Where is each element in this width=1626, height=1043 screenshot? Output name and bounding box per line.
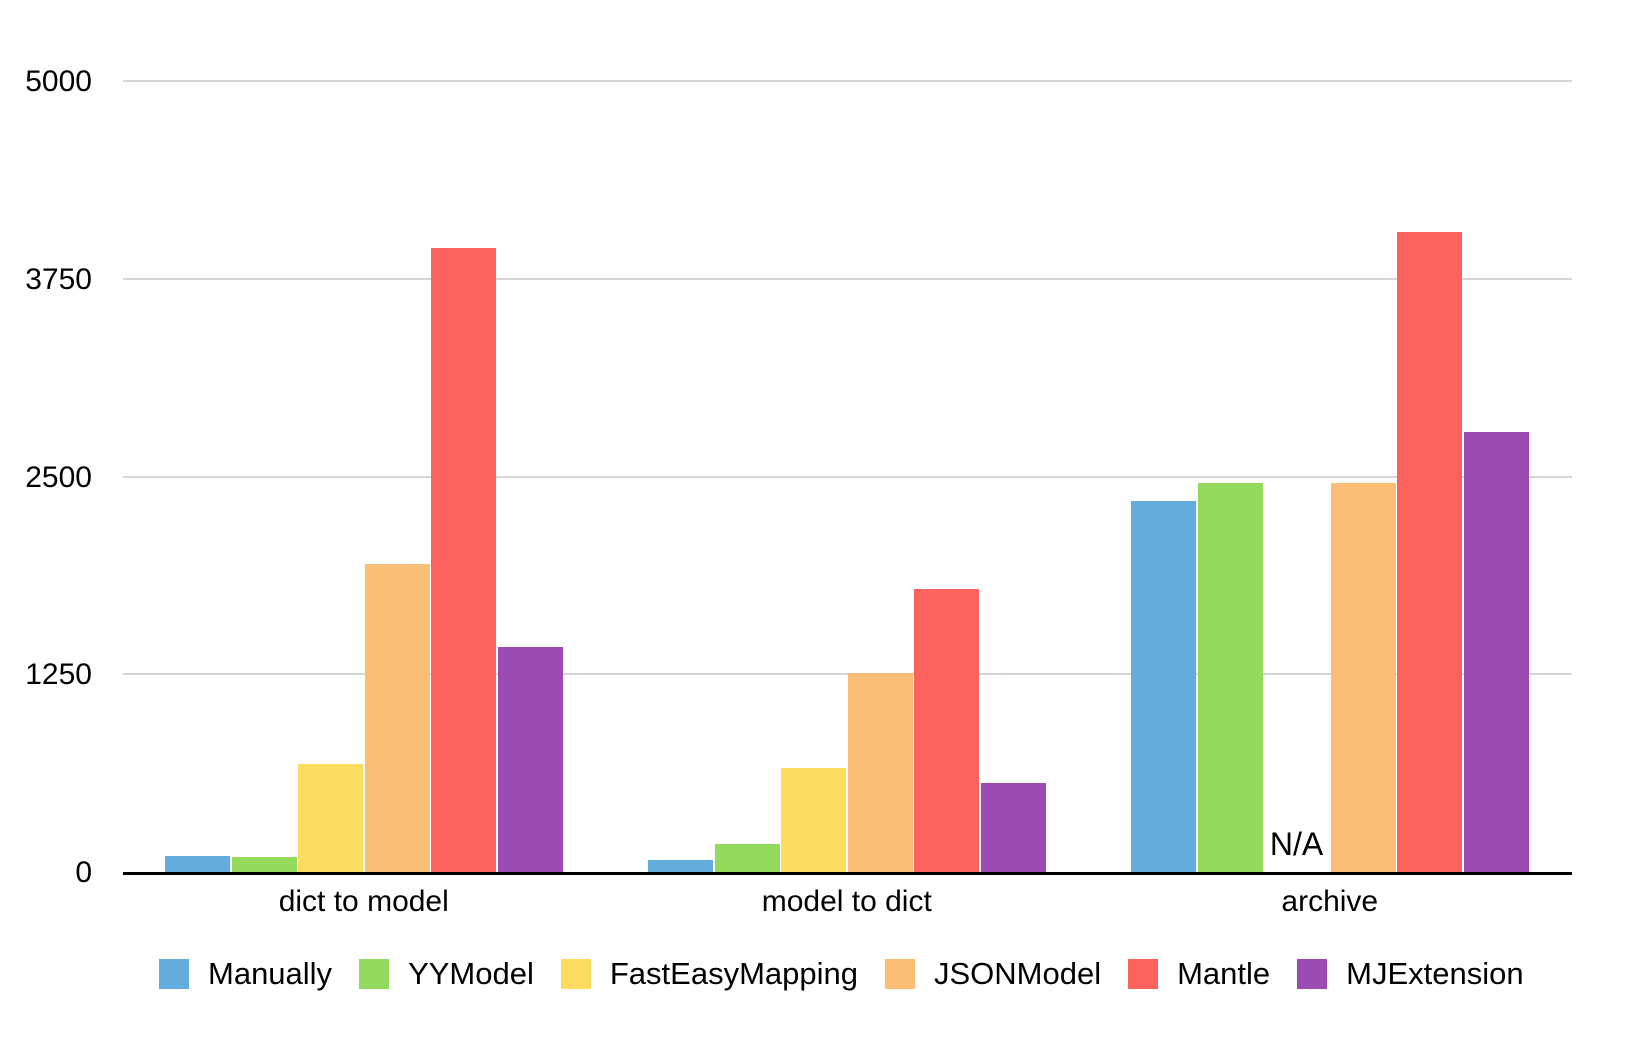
y-axis-label-0: 0 bbox=[75, 856, 92, 889]
gridline-2500 bbox=[123, 475, 1572, 478]
y-axis-label-3750: 3750 bbox=[25, 262, 92, 296]
bar-yymodel-dict-to-model bbox=[231, 857, 297, 872]
legend-item-yymodel: YYModel bbox=[359, 958, 534, 990]
bar-mantle-archive bbox=[1397, 232, 1462, 872]
bar-mantle-dict-to-model bbox=[431, 248, 496, 872]
bar-manually-archive bbox=[1131, 501, 1196, 872]
legend-swatch-fasteasymapping bbox=[560, 959, 591, 989]
bar-jsonmodel-archive bbox=[1330, 483, 1396, 872]
gridline-5000 bbox=[123, 80, 1572, 82]
legend-swatch-manually bbox=[159, 959, 189, 989]
legend-label-manually: Manually bbox=[208, 956, 333, 991]
legend-label-mjextension: MJExtension bbox=[1346, 956, 1524, 991]
bar-mantle-model-to-dict bbox=[914, 589, 979, 872]
bar-yymodel-archive bbox=[1197, 483, 1263, 872]
legend-item-mantle: Mantle bbox=[1128, 958, 1270, 990]
x-axis-line bbox=[123, 872, 1572, 875]
legend: Manually YYModel FastEasyMapping JSONModel M… bbox=[159, 958, 1524, 990]
legend-item-jsonmodel: JSONModel bbox=[884, 956, 1102, 991]
bar-mjextension-archive bbox=[1463, 432, 1529, 872]
legend-item-fasteasymapping: FastEasyMapping bbox=[560, 956, 858, 991]
x-axis-label-archive: archive bbox=[1281, 885, 1379, 918]
bar-manually-model-to-dict bbox=[648, 860, 713, 872]
bar-manually-dict-to-model bbox=[165, 856, 230, 872]
bar-yymodel-model-to-dict bbox=[714, 844, 780, 872]
legend-swatch-yymodel bbox=[359, 959, 390, 989]
gridline-3750 bbox=[123, 277, 1572, 280]
bar-fasteasymapping-model-to-dict bbox=[781, 768, 846, 872]
bar-mjextension-dict-to-model bbox=[497, 647, 563, 872]
legend-label-fasteasymapping: FastEasyMapping bbox=[609, 956, 858, 991]
legend-label-mantle: Mantle bbox=[1177, 956, 1271, 991]
legend-swatch-mjextension bbox=[1297, 959, 1328, 989]
legend-label-jsonmodel: JSONModel bbox=[933, 956, 1102, 991]
x-axis-label-dict-to-model: dict to model bbox=[278, 885, 449, 918]
y-axis-label-1250: 1250 bbox=[25, 658, 92, 692]
bar-jsonmodel-dict-to-model bbox=[364, 564, 430, 872]
legend-swatch-jsonmodel bbox=[884, 959, 915, 989]
bar-fasteasymapping-dict-to-model bbox=[298, 764, 363, 872]
legend-item-manually: Manually bbox=[159, 958, 332, 990]
legend-swatch-mantle bbox=[1128, 959, 1159, 989]
bar-mjextension-model-to-dict bbox=[980, 783, 1046, 872]
na-label-fasteasymapping-archive: N/A bbox=[1269, 826, 1324, 862]
x-axis-label-model-to-dict: model to dict bbox=[761, 885, 932, 918]
bar-jsonmodel-model-to-dict bbox=[847, 673, 913, 872]
y-axis-label-5000: 5000 bbox=[25, 65, 92, 98]
legend-label-yymodel: YYModel bbox=[408, 956, 534, 991]
legend-item-mjextension: MJExtension bbox=[1297, 956, 1524, 991]
y-axis-label-2500: 2500 bbox=[25, 460, 92, 494]
